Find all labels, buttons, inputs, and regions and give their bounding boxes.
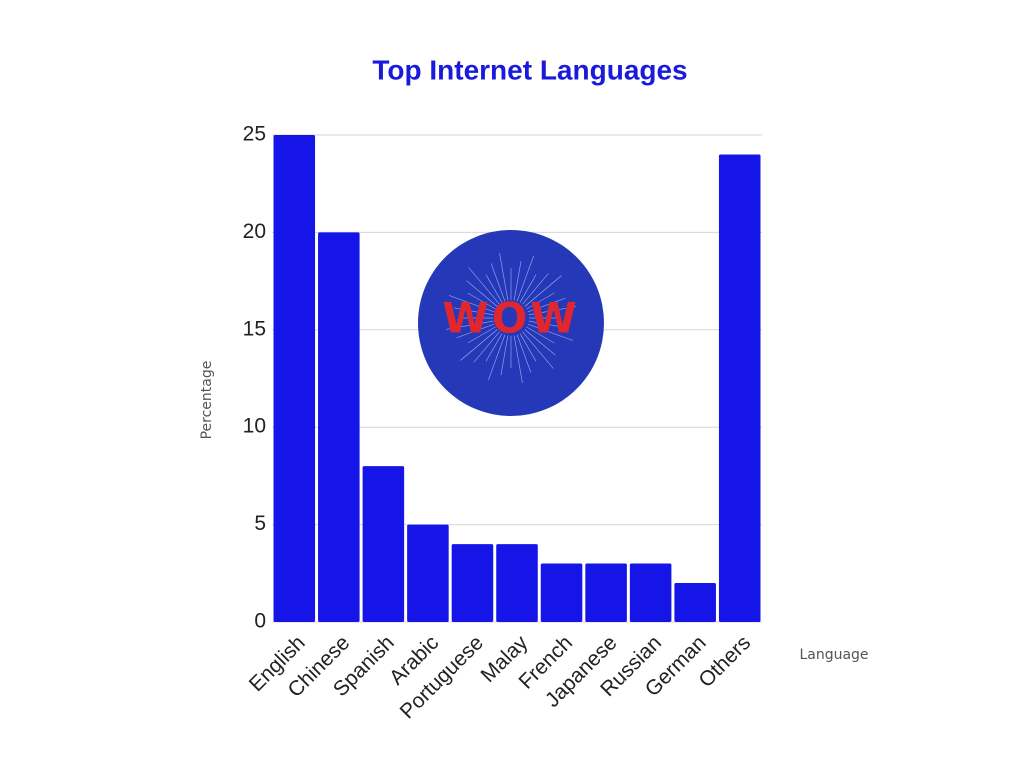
- bar: [718, 154, 761, 623]
- logo-ray: [522, 331, 554, 369]
- logo-ray: [524, 275, 562, 307]
- bar: [318, 232, 360, 622]
- logo-ray: [500, 335, 509, 376]
- y-tick-label: 20: [243, 220, 266, 243]
- logo-ray: [513, 260, 522, 301]
- bar: [496, 544, 538, 622]
- logo-ray: [485, 333, 503, 362]
- logo-ray: [448, 295, 495, 313]
- y-axis-label: Percentage: [199, 361, 215, 440]
- y-tick-label: 15: [243, 317, 266, 340]
- bar: [629, 563, 672, 622]
- logo-ray: [468, 267, 500, 305]
- logo-ray: [526, 326, 555, 344]
- logo-ray: [456, 323, 495, 339]
- logo-ray: [485, 274, 503, 303]
- bar: [451, 544, 494, 622]
- logo-ray: [516, 255, 534, 302]
- logo-ray: [453, 307, 494, 316]
- logo-ray: [528, 320, 569, 329]
- logo-ray: [519, 333, 537, 362]
- bar: [674, 583, 716, 622]
- logo-ray: [460, 329, 498, 361]
- y-tick-label: 0: [254, 610, 266, 633]
- y-tick-label: 5: [254, 512, 266, 535]
- bar: [585, 563, 627, 622]
- bar: [407, 524, 449, 622]
- bar: [273, 135, 316, 622]
- logo-ray: [466, 280, 498, 307]
- logo-ray: [473, 331, 500, 363]
- y-tick-label: 25: [243, 123, 266, 146]
- logo-ray: [445, 320, 494, 330]
- logo-ray: [499, 252, 509, 301]
- bar: [362, 466, 405, 622]
- logo-ray: [519, 274, 537, 303]
- logo-ray: [527, 323, 574, 341]
- logo-ray: [516, 334, 532, 373]
- logo-ray: [526, 292, 555, 310]
- logo-ray: [528, 306, 577, 316]
- logo-text: WOW: [442, 294, 579, 343]
- x-axis-label: Language: [799, 647, 868, 663]
- logo-ray: [467, 292, 496, 310]
- logo-ray: [467, 326, 496, 344]
- logo-ray: [524, 329, 556, 356]
- chart-title: Top Internet Languages: [372, 54, 687, 85]
- y-tick-label: 10: [243, 415, 266, 438]
- logo-ray: [490, 263, 506, 302]
- logo-ray: [513, 335, 523, 384]
- logo-badge: [418, 230, 604, 416]
- logo-ray: [522, 273, 549, 305]
- bar: [540, 563, 583, 622]
- logo-ray: [488, 334, 506, 381]
- logo-ray: [527, 297, 566, 313]
